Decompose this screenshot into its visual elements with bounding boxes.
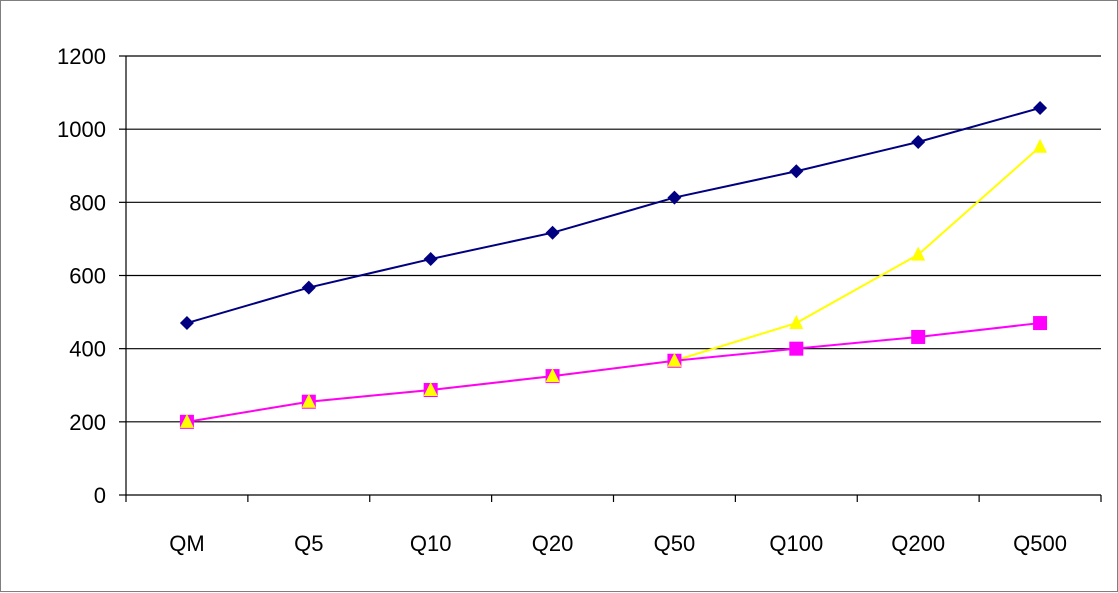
x-tick-label: Q500 [1013, 531, 1067, 556]
y-tick-label: 800 [69, 190, 106, 215]
y-tick-label: 400 [69, 337, 106, 362]
data-point-triangle [545, 368, 560, 383]
markers-triangle [179, 138, 1048, 428]
data-point-square [911, 329, 926, 344]
data-point-diamond [423, 252, 438, 267]
y-tick-labels: 0 200 400 600 800 1000 1200 [57, 44, 106, 508]
y-tick-label: 1200 [57, 44, 106, 69]
x-tick-labels: QM Q5 Q10 Q20 Q50 Q100 Q200 Q500 [169, 531, 1067, 556]
data-point-diamond [789, 164, 804, 179]
y-tick-label: 600 [69, 264, 106, 289]
x-tick-label: QM [169, 531, 204, 556]
data-point-diamond [179, 316, 194, 331]
series-line [186, 106, 1041, 325]
data-point-triangle [789, 315, 804, 330]
data-point-triangle [911, 246, 926, 261]
series-triangle [186, 145, 1041, 423]
data-point-triangle [423, 382, 438, 397]
series-line [186, 322, 1041, 423]
series-square [186, 322, 1041, 423]
y-tick-label: 1000 [57, 117, 106, 142]
data-point-triangle [667, 352, 682, 367]
data-point-triangle [179, 413, 194, 428]
x-tick-label: Q20 [532, 531, 574, 556]
x-tick-label: Q50 [654, 531, 696, 556]
axes [119, 55, 1102, 502]
x-tick-label: Q200 [891, 531, 945, 556]
series [179, 100, 1048, 429]
x-tick-label: Q100 [769, 531, 823, 556]
x-tick-label: Q5 [294, 531, 323, 556]
data-point-triangle [301, 393, 316, 408]
data-point-diamond [1033, 100, 1048, 115]
data-point-diamond [301, 280, 316, 295]
data-point-square [789, 341, 804, 356]
markers-diamond [179, 100, 1048, 331]
data-point-diamond [911, 134, 926, 149]
data-point-diamond [545, 225, 560, 240]
data-point-triangle [1033, 138, 1048, 153]
series-diamond [186, 106, 1041, 325]
series-line [186, 145, 1041, 423]
x-tick-label: Q10 [410, 531, 452, 556]
data-point-square [1033, 316, 1048, 331]
markers-square [179, 316, 1048, 429]
data-point-diamond [667, 190, 682, 205]
y-tick-label: 0 [94, 483, 106, 508]
gridlines [126, 55, 1101, 423]
y-tick-label: 200 [69, 410, 106, 435]
